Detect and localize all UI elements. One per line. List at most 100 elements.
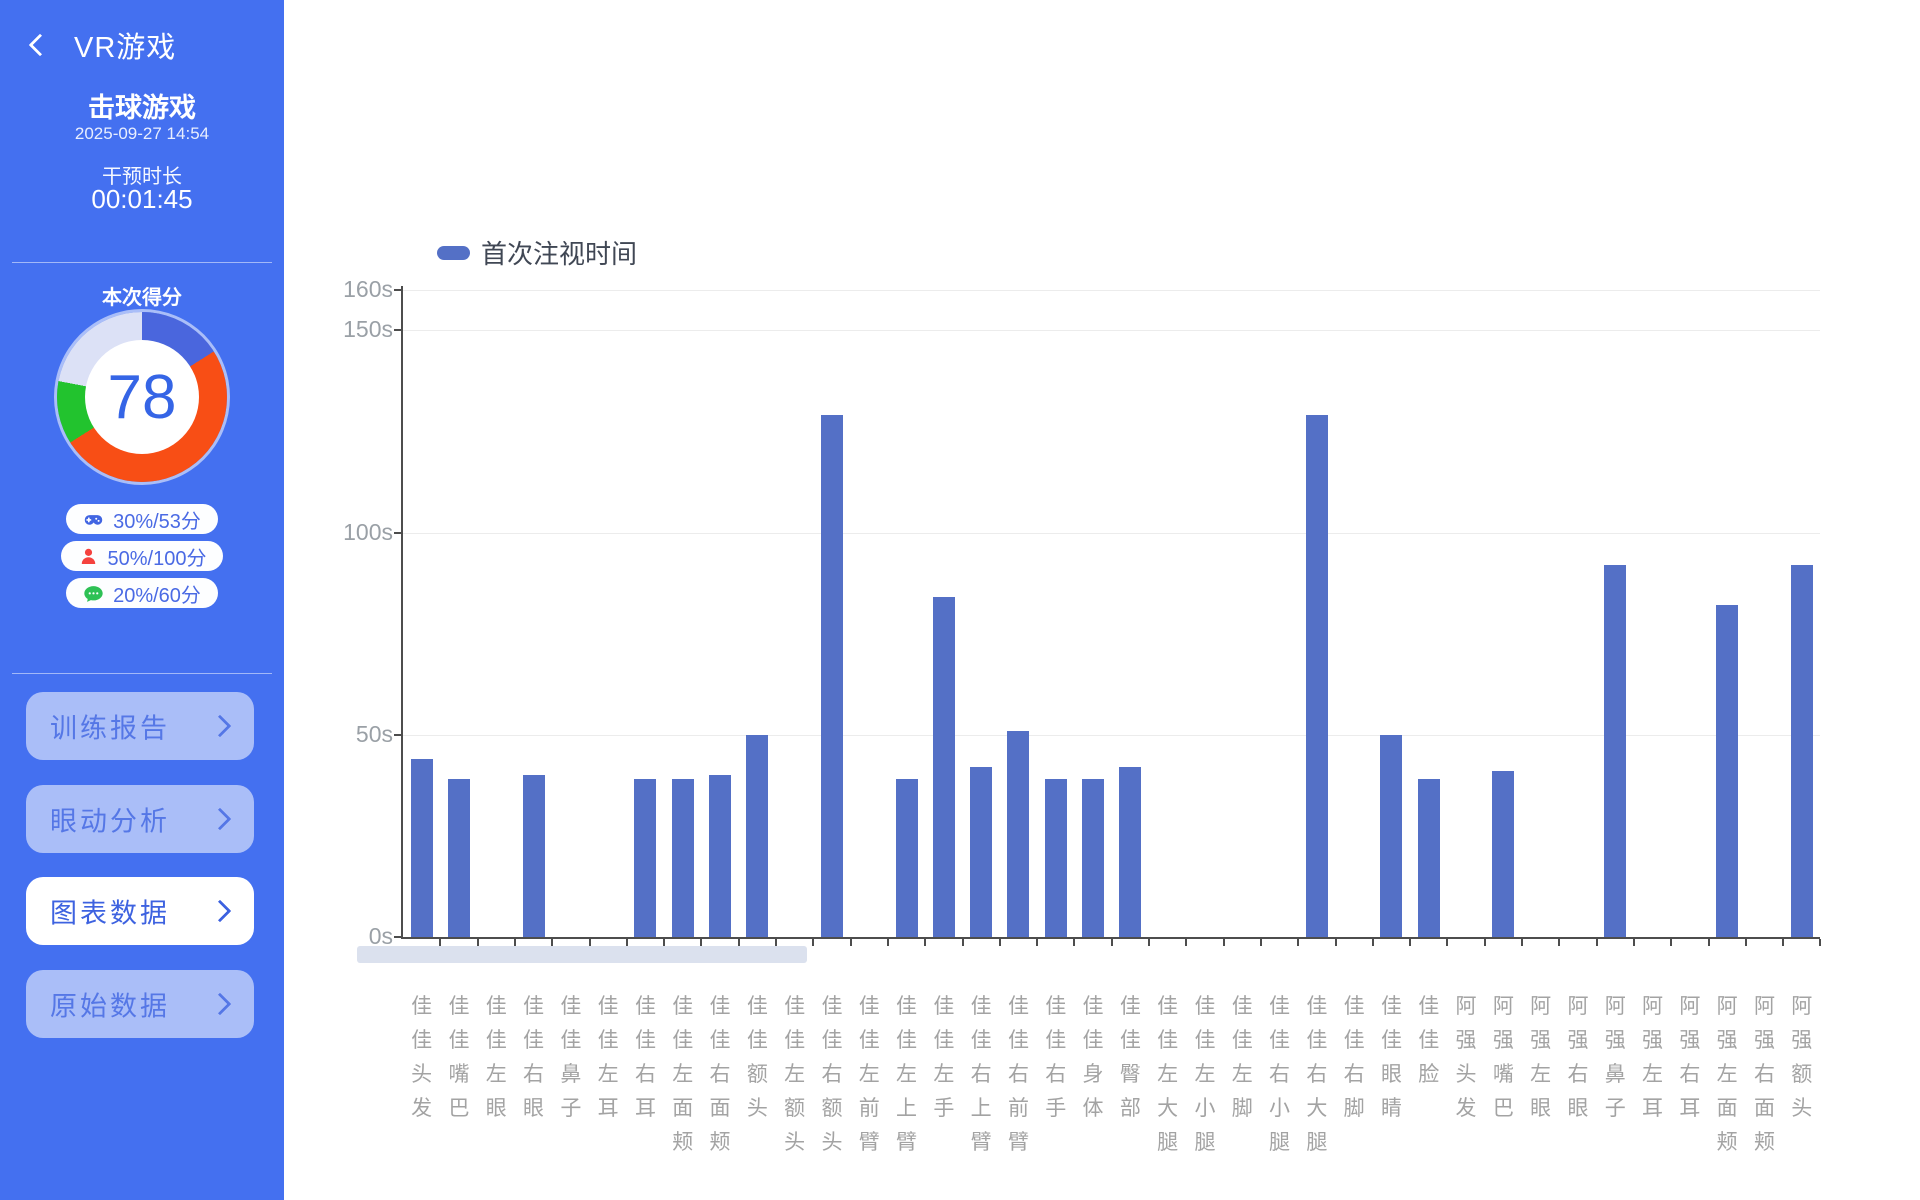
bar[interactable] [895,779,918,937]
y-axis [401,286,403,939]
x-category-label: 佳佳左上臂 [896,995,918,1154]
x-category-label: 阿强嘴巴 [1492,995,1514,1120]
sidebar-item-raw-data[interactable]: 原始数据 [26,970,254,1038]
x-category-label: 佳佳左前臂 [858,995,880,1154]
voice-score-text: 20%/60分 [113,584,201,607]
x-category-label: 阿强额头 [1791,995,1813,1120]
x-axis-tick [1744,939,1747,946]
bar[interactable] [1082,779,1105,937]
bar[interactable] [1492,771,1515,937]
x-axis-tick [476,939,479,946]
x-axis-tick [513,939,516,946]
x-axis-tick [924,939,927,946]
bar[interactable] [447,779,470,937]
bar[interactable] [1119,767,1142,937]
gridline [403,532,1821,534]
game-score-text: 30%/53分 [113,510,201,533]
x-category-label: 佳佳右眼 [523,995,545,1120]
gridline [403,330,1821,332]
x-axis-tick [849,939,852,946]
back-button[interactable] [26,32,52,58]
x-category-label: 阿强右眼 [1567,995,1589,1120]
x-axis-tick [1632,939,1635,946]
x-category-label: 佳佳臀部 [1119,995,1141,1120]
x-axis-tick [663,939,666,946]
bar[interactable] [1380,734,1403,937]
bar[interactable] [634,779,657,937]
x-category-label: 佳佳身体 [1082,995,1104,1120]
bar[interactable] [522,775,545,937]
x-axis-tick [1073,939,1076,946]
x-category-label: 佳佳右面颊 [709,995,731,1154]
x-category-label: 阿强右耳 [1679,995,1701,1120]
page-title: VR游戏 [74,32,177,64]
x-category-label: 佳佳左额头 [784,995,806,1154]
duration-value: 00:01:45 [91,184,193,214]
game-title: 击球游戏 [88,93,196,123]
x-axis-tick [1595,939,1598,946]
bar[interactable] [746,734,769,937]
divider [12,673,272,674]
sidebar: VR游戏 击球游戏 2025-09-27 14:54 干预时长 00:01:45… [0,0,284,1200]
x-category-label: 佳佳左耳 [597,995,619,1120]
x-category-label: 佳佳左大腿 [1157,995,1179,1154]
chart-scrollbar[interactable] [357,946,807,963]
x-category-label: 阿强左眼 [1530,995,1552,1120]
x-category-label: 佳佳右手 [1045,995,1067,1120]
x-axis-tick [1148,939,1150,946]
session-timestamp: 2025-09-27 14:54 [74,124,210,143]
bar[interactable] [970,767,993,937]
bar[interactable] [932,597,955,937]
x-axis-tick [1110,939,1113,946]
chart-legend[interactable]: 首次注视时间 [437,234,637,271]
bar[interactable] [410,759,433,937]
score-breakdown-badges: 30%/53分 50%/100分 20%/60分 [0,504,284,608]
x-axis-tick [961,939,964,946]
bar[interactable] [1044,779,1067,937]
x-category-label: 佳佳脸 [1418,995,1440,1086]
bar[interactable] [1790,564,1813,937]
x-category-label: 佳佳左脚 [1231,995,1253,1120]
x-category-label: 佳佳眼睛 [1380,995,1402,1120]
gridline [403,290,1821,291]
bar[interactable] [1716,605,1739,937]
sidebar-item-chart-data[interactable]: 图表数据 [26,877,254,945]
x-axis-tick [551,939,554,946]
sidebar-item-eye-analysis[interactable]: 眼动分析 [26,785,254,853]
y-axis-tick [394,329,402,332]
x-category-label: 佳佳鼻子 [560,995,582,1120]
y-axis-label: 150s [343,316,393,343]
bar[interactable] [1417,779,1440,937]
bar[interactable] [820,415,843,937]
game-score-badge: 30%/53分 [66,504,218,534]
score-ring-center: 78 [85,340,199,454]
gamepad-icon [83,509,104,530]
sidebar-item-training-report[interactable]: 训练报告 [26,692,254,760]
x-axis-tick [1483,939,1486,946]
x-axis-tick [998,939,1001,946]
x-axis-tick [1521,939,1523,946]
legend-swatch [437,245,470,260]
speech-bubble-icon [83,583,104,604]
y-axis-label: 100s [343,518,393,545]
x-axis-tick [737,939,740,946]
score-label: 本次得分 [102,287,182,309]
x-axis-tick [1222,939,1225,946]
x-category-label: 佳佳右上臂 [970,995,992,1154]
chevron-left-icon [28,33,52,57]
x-axis-tick [1670,939,1673,946]
x-axis-tick [439,939,442,946]
x-category-label: 佳佳右额头 [821,995,843,1154]
bar[interactable] [1007,730,1030,937]
bar[interactable] [1604,564,1627,937]
chevron-right-icon [208,807,232,831]
person-icon [78,546,99,567]
x-category-label: 阿强头发 [1455,995,1477,1120]
x-category-label: 阿强左面颊 [1716,995,1738,1154]
bar[interactable] [671,779,694,937]
bar[interactable] [709,775,732,937]
bar[interactable] [1305,415,1328,937]
interaction-score-text: 50%/100分 [107,547,207,570]
x-axis-tick [886,939,889,946]
